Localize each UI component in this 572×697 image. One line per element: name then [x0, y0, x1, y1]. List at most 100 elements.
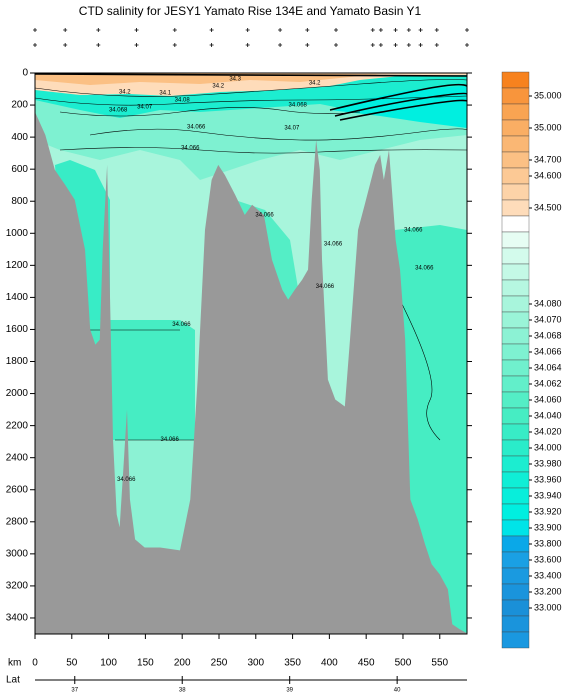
colorbar-box — [501, 135, 530, 153]
colorbar-box — [501, 567, 530, 585]
contour-label: 34.2 — [119, 89, 131, 95]
contour-label: 34.066 — [415, 265, 434, 271]
colorbar-label: 34.020 — [534, 426, 562, 436]
colorbar-label: 35.000 — [534, 122, 562, 132]
station-marker — [134, 43, 139, 47]
colorbar: 35.000 35.000 34.700 34.600 34.500 34.080 34.0… — [501, 71, 562, 649]
colorbar-label: 34.062 — [534, 378, 562, 388]
colorbar-label: 34.080 — [534, 298, 562, 308]
contour-label: 34.066 — [187, 124, 206, 130]
contour-line — [334, 92, 467, 117]
station-marker — [63, 28, 68, 32]
station-marker — [209, 28, 214, 32]
y-tick-label: 1800 — [6, 356, 29, 367]
y-tick-label: 2000 — [6, 388, 29, 399]
y-tick-label: 400 — [11, 132, 28, 143]
colorbar-label: 33.600 — [534, 554, 562, 564]
colorbar-box — [501, 487, 530, 505]
colorbar-box — [501, 87, 530, 105]
station-marker — [33, 43, 37, 47]
y-tick-label: 3000 — [6, 548, 29, 559]
station-marker — [434, 28, 439, 32]
station-marker — [96, 43, 101, 47]
station-marker — [370, 43, 375, 47]
station-marker — [370, 28, 375, 32]
station-marker — [172, 43, 177, 47]
x-tick-label: 150 — [137, 658, 154, 669]
y-tick-label: 1400 — [6, 292, 29, 303]
contour-label: 34.07 — [137, 105, 153, 111]
y-tick-label: 200 — [11, 100, 28, 111]
station-marker — [406, 43, 411, 47]
x-tick-label: 550 — [431, 658, 448, 669]
station-marker — [378, 28, 383, 32]
station-marker — [278, 28, 283, 32]
colorbar-box — [501, 535, 530, 553]
colorbar-label: 33.920 — [534, 506, 562, 516]
colorbar-box — [501, 119, 530, 137]
x-tick-label: 350 — [284, 658, 301, 669]
contour-label: 34.3 — [229, 77, 241, 83]
contour-label: 34.066 — [316, 284, 335, 290]
colorbar-label: 33.960 — [534, 474, 562, 484]
contour-line — [399, 299, 441, 441]
colorbar-box — [501, 231, 530, 249]
contour-lines — [35, 79, 467, 441]
contour-label-layer: 34.2 34.1 34.3 34.2 34.2 34.08 34.07 34.068 34.0… — [109, 77, 434, 484]
contour-label: 34.066 — [181, 145, 200, 151]
x-tick-label: 250 — [211, 658, 228, 669]
chart-title: CTD salinity for JESY1 Yamato Rise 134E … — [79, 4, 422, 18]
y-tick-label: 1200 — [6, 260, 29, 271]
colorbar-box — [501, 439, 530, 457]
station-marker — [418, 28, 423, 32]
colorbar-box — [501, 503, 530, 521]
colorbar-box — [501, 167, 530, 185]
station-marker — [406, 28, 411, 32]
contour-line — [35, 73, 467, 77]
colorbar-box — [501, 551, 530, 569]
contour-label: 34.068 — [289, 102, 308, 108]
colorbar-label: 34.066 — [534, 346, 562, 356]
colorbar-box — [501, 327, 530, 345]
colorbar-box — [501, 631, 530, 649]
x-tick-label: 100 — [100, 658, 117, 669]
y-tick-label: 1000 — [6, 228, 29, 239]
station-marker — [278, 43, 283, 47]
colorbar-box — [501, 423, 530, 441]
colorbar-label: 33.900 — [534, 522, 562, 532]
contour-label: 34.066 — [404, 227, 423, 233]
bathymetry-layer — [35, 111, 467, 634]
station-marker — [172, 28, 177, 32]
colorbar-label: 34.700 — [534, 154, 562, 164]
contour-label: 34.066 — [160, 437, 179, 443]
colorbar-label: 33.400 — [534, 570, 562, 580]
station-marker — [418, 43, 423, 47]
x-axis-label: km — [8, 658, 21, 669]
colorbar-box — [501, 199, 530, 217]
colorbar-box — [501, 391, 530, 409]
colorbar-label: 34.040 — [534, 410, 562, 420]
x-tick-label: 400 — [321, 658, 338, 669]
colorbar-label: 34.600 — [534, 170, 562, 180]
colorbar-label: 34.064 — [534, 362, 562, 372]
x-tick-label: 500 — [395, 658, 412, 669]
section-field: 34.2 34.1 34.3 34.2 34.2 34.08 34.07 34.068 34.0… — [35, 73, 467, 634]
station-marker — [434, 43, 439, 47]
station-marker — [96, 28, 101, 32]
station-marker — [465, 28, 469, 32]
colorbar-label: 34.500 — [534, 202, 562, 212]
colorbar-box — [501, 71, 530, 89]
colorbar-box — [501, 615, 530, 633]
contour-line — [35, 79, 467, 97]
contour-label: 34.066 — [255, 212, 274, 218]
x-tick-label: 0 — [32, 658, 38, 669]
colorbar-box — [501, 455, 530, 473]
colorbar-box — [501, 151, 530, 169]
colorbar-box — [501, 583, 530, 601]
colorbar-label: 34.060 — [534, 394, 562, 404]
colorbar-label: 34.070 — [534, 314, 562, 324]
colorbar-box — [501, 375, 530, 393]
colorbar-box — [501, 247, 530, 265]
contour-dense-band — [35, 73, 467, 121]
